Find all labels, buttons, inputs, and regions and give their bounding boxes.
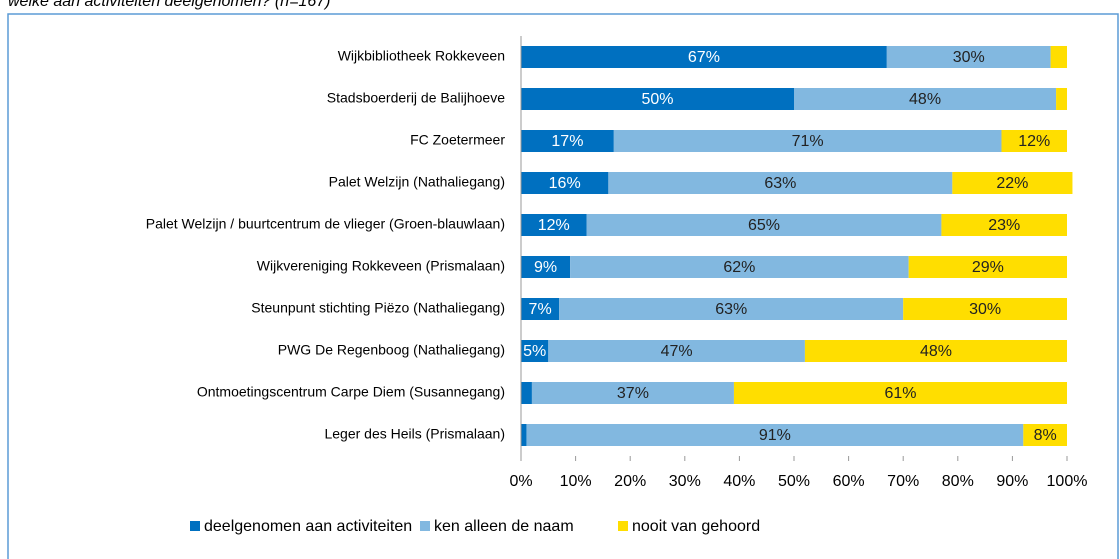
y-tick-label: Steunpunt stichting Piëzo (Nathaliegang) [251,300,505,316]
data-label: 29% [972,259,1004,276]
x-tick-label: 50% [778,473,810,490]
legend-swatch [618,521,628,531]
y-tick-label: Leger des Heils (Prismalaan) [324,426,505,442]
bar-segment [804,340,1067,362]
y-tick-label: Ontmoetingscentrum Carpe Diem (Susannega… [197,384,505,400]
chart-title: welke aan activiteiten deelgenomen? (n=1… [8,0,330,10]
data-label: 9% [534,259,557,276]
legend-swatch [190,521,200,531]
bar-segment [1056,88,1067,110]
bar-segment [548,340,805,362]
bar-segment [521,382,532,404]
bar-segment [886,46,1051,68]
x-tick-label: 10% [560,473,592,490]
x-tick-label: 80% [942,473,974,490]
data-label: 30% [953,49,985,66]
x-tick-label: 90% [996,473,1028,490]
x-tick-label: 40% [723,473,755,490]
data-label: 63% [715,301,747,318]
bar-segment [559,298,904,320]
y-tick-label: Wijkvereniging Rokkeveen (Prismalaan) [257,258,505,274]
bar-segment [608,172,953,194]
bar-segment [586,214,942,236]
data-label: 5% [523,343,546,360]
bar-segment [531,382,734,404]
data-label: 63% [764,175,796,192]
data-label: 50% [641,91,673,108]
bar-segment [521,88,794,110]
legend-swatch [420,521,430,531]
bar-segment [521,256,571,278]
data-label: 71% [792,133,824,150]
y-tick-label: Palet Welzijn (Nathaliegang) [329,174,505,190]
data-label: 62% [723,259,755,276]
data-label: 48% [909,91,941,108]
x-tick-label: 100% [1047,473,1088,490]
data-label: 23% [988,217,1020,234]
data-label: 17% [551,133,583,150]
bar-segment [521,214,587,236]
data-label: 48% [920,343,952,360]
data-label: 12% [538,217,570,234]
data-label: 22% [996,175,1028,192]
bar-segment [1050,46,1067,68]
y-tick-label: Palet Welzijn / buurtcentrum de vlieger … [146,216,505,232]
data-label: 37% [617,385,649,402]
data-label: 7% [529,301,552,318]
data-label: 67% [688,49,720,66]
bar-segment [521,298,560,320]
bar-segment [941,214,1067,236]
x-tick-label: 20% [614,473,646,490]
bar-segment [613,130,1002,152]
data-label: 91% [759,427,791,444]
data-label: 30% [969,301,1001,318]
data-label: 16% [549,175,581,192]
legend-label: nooit van gehoord [632,518,760,535]
x-tick-label: 0% [509,473,532,490]
x-tick-label: 60% [833,473,865,490]
x-tick-label: 70% [887,473,919,490]
data-label: 47% [661,343,693,360]
bar-segment [570,256,909,278]
data-label: 12% [1018,133,1050,150]
y-tick-label: Wijkbibliotheek Rokkeveen [338,48,505,64]
data-label: 61% [884,385,916,402]
bar-segment [1001,130,1067,152]
bar-segment [521,172,609,194]
y-tick-label: Stadsboerderij de Balijhoeve [327,90,505,106]
data-label: 65% [748,217,780,234]
bar-segment [1023,424,1067,446]
legend-label: deelgenomen aan activiteiten [204,518,412,535]
bar-segment [903,298,1067,320]
bar-segment [794,88,1057,110]
bar-segment [521,46,887,68]
bar-segment [908,256,1067,278]
y-tick-label: FC Zoetermeer [410,132,505,148]
bar-segment [733,382,1067,404]
bar-segment [521,424,527,446]
bar-segment [952,172,1073,194]
x-tick-label: 30% [669,473,701,490]
y-tick-label: PWG De Regenboog (Nathaliegang) [278,342,505,358]
bar-segment [526,424,1024,446]
bar-segment [521,130,614,152]
bar-segment [521,340,549,362]
data-label: 8% [1034,427,1057,444]
legend-label: ken alleen de naam [434,518,574,535]
